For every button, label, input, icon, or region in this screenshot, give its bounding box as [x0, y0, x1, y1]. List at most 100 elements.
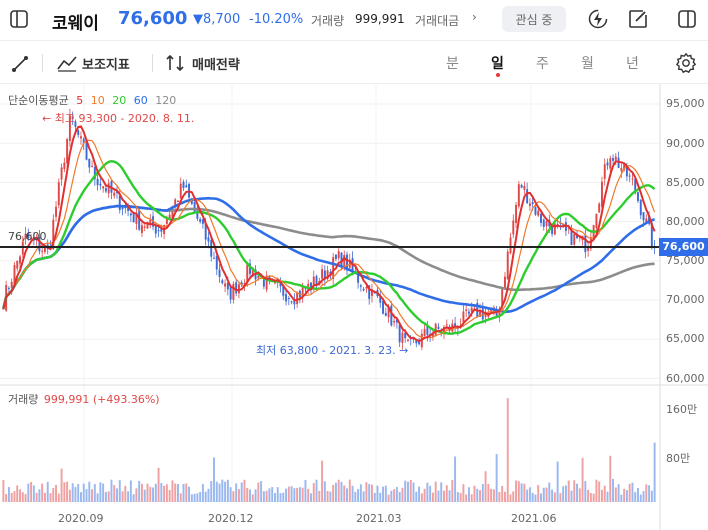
volume-bar	[365, 482, 368, 502]
volume-bar	[110, 479, 113, 502]
candle-body	[310, 282, 312, 290]
candle-body	[467, 311, 470, 314]
volume-bar	[88, 481, 91, 502]
draw-line-icon[interactable]	[10, 54, 30, 74]
volume-bar	[21, 492, 24, 502]
volume-bar	[495, 454, 498, 502]
candle-body	[154, 225, 157, 234]
settings-gear-icon[interactable]	[675, 52, 697, 74]
candle-body	[517, 184, 520, 207]
volume-bar	[592, 493, 595, 502]
volume-bar	[16, 485, 19, 502]
period-month[interactable]: 월	[581, 56, 594, 72]
indicator-icon[interactable]	[57, 54, 77, 72]
candle-body	[625, 165, 628, 177]
volume-bar	[556, 461, 559, 502]
volume-bar	[57, 493, 60, 502]
period-week[interactable]: 주	[536, 56, 549, 72]
volume-bar	[639, 494, 642, 502]
candle-body	[296, 292, 299, 305]
candle-body	[359, 285, 362, 287]
panel-toggle-icon[interactable]	[676, 8, 698, 30]
candle-body	[631, 178, 634, 180]
volume-axis-label: 80만	[666, 452, 691, 465]
volume-bar	[420, 493, 423, 502]
header-more-button[interactable]: ›	[472, 10, 477, 24]
candle-body	[293, 299, 296, 305]
volume-bar	[240, 482, 243, 502]
y-axis-label: 70,000	[666, 293, 705, 306]
candle-body	[398, 324, 401, 343]
y-axis-label: 75,000	[666, 254, 705, 267]
candle-body	[213, 257, 215, 259]
volume-bar	[418, 486, 421, 502]
candle-body	[52, 219, 55, 250]
volume-bar	[637, 487, 639, 502]
volume-bar	[77, 484, 80, 502]
volume-bar	[171, 480, 174, 502]
candle-body	[479, 310, 481, 317]
candle-body	[146, 222, 149, 229]
volume-bar	[210, 481, 213, 502]
volume-bar	[470, 494, 473, 502]
active-period-indicator	[496, 73, 500, 77]
volume-bar	[454, 456, 457, 502]
candle-body	[612, 157, 615, 161]
candle-body	[395, 319, 398, 323]
volume-bar	[379, 492, 382, 502]
current-price-tag: 76,600	[659, 238, 708, 256]
trade-strategy-button[interactable]: 매매전략	[192, 58, 240, 73]
volume-bar	[537, 485, 540, 502]
period-day[interactable]: 일	[491, 56, 504, 72]
indicator-button[interactable]: 보조지표	[82, 58, 130, 73]
volume-bar	[99, 482, 102, 502]
volume-bar	[443, 490, 445, 502]
volume-bar	[30, 482, 33, 502]
candle-body	[129, 213, 132, 216]
candle-body	[370, 289, 373, 296]
volume-bar	[301, 487, 304, 502]
volume-bar	[38, 489, 41, 502]
volume-bar	[384, 485, 387, 502]
candle-body	[321, 269, 324, 279]
volume-bar	[473, 485, 476, 502]
candle-body	[85, 141, 88, 160]
trading-amount-label: 거래대금	[415, 14, 460, 28]
volume-bar	[93, 484, 96, 502]
volume-bar	[46, 481, 49, 502]
volume-bar	[390, 490, 393, 502]
stock-name[interactable]: 코웨이	[52, 14, 99, 34]
candle-body	[102, 186, 105, 189]
sidebar-toggle-icon[interactable]	[9, 9, 29, 29]
candle-body	[362, 288, 365, 291]
candle-body	[63, 162, 66, 170]
candle-body	[443, 326, 445, 334]
volume-bar	[154, 483, 157, 502]
volume-bar	[5, 494, 8, 502]
volume-bar	[531, 492, 534, 502]
lightning-icon[interactable]	[587, 8, 609, 30]
ma-line-5	[2, 125, 656, 343]
volume-bar	[415, 491, 418, 502]
volume-bar	[376, 485, 379, 502]
volume-bar	[7, 487, 10, 502]
edit-icon[interactable]	[627, 8, 649, 30]
volume-bar	[226, 479, 229, 502]
volume-bar	[265, 490, 268, 502]
volume-bar	[359, 484, 362, 502]
trade-strategy-icon[interactable]	[164, 54, 186, 72]
candle-body	[199, 219, 202, 222]
candle-body	[509, 237, 512, 254]
candle-body	[523, 185, 526, 190]
stock-chart[interactable]	[0, 84, 708, 530]
x-axis-label: 2020.09	[58, 512, 104, 525]
favorite-button[interactable]: 관심 중	[502, 6, 566, 32]
volume-bar	[650, 490, 653, 502]
volume-bar	[143, 489, 146, 502]
candle-body	[265, 275, 268, 290]
candle-body	[504, 276, 506, 288]
period-minute[interactable]: 분	[446, 56, 459, 72]
volume-bar	[32, 485, 35, 502]
period-year[interactable]: 년	[626, 56, 639, 72]
volume-bar	[121, 491, 124, 502]
